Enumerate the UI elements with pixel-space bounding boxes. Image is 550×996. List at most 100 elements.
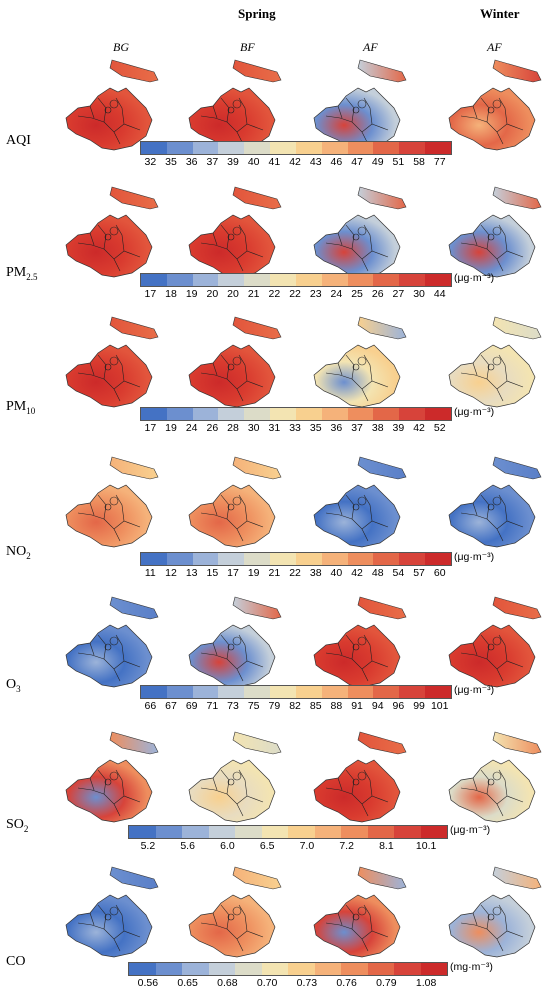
tick-label: 40	[247, 156, 260, 168]
map-3-1	[185, 449, 290, 554]
tick-label: 75	[247, 700, 260, 712]
color-scale-ticks: 66 67 69 71 73 75 79 82 85 88 91 94 96 99 101	[140, 700, 450, 712]
tick-label: 60	[433, 567, 446, 579]
unit-label: (μg·m⁻³)	[450, 824, 491, 836]
color-scale-segment	[244, 274, 271, 286]
color-scale-segment	[166, 274, 193, 286]
color-scale-segment	[270, 686, 296, 698]
tick-label: 19	[185, 288, 198, 300]
color-scale-bar	[128, 962, 448, 976]
tick-label: 22	[268, 288, 281, 300]
map-6-2	[310, 859, 415, 964]
map-2-1	[185, 309, 290, 414]
color-scale-segment	[141, 553, 167, 565]
color-scale-segment	[192, 686, 219, 698]
map-6-0	[62, 859, 167, 964]
map-4-0	[62, 589, 167, 694]
map-1-0	[62, 179, 167, 284]
color-scale-segment	[182, 963, 209, 975]
color-scale-segment	[244, 686, 271, 698]
pollutant-label: AQI	[6, 133, 31, 149]
tick-label: 5.2	[140, 840, 156, 852]
map-1-1	[185, 179, 290, 284]
color-scale-ticks: 17 18 19 20 20 21 22 22 23 24 25 26 27 30 44	[140, 288, 450, 300]
tick-label: 42	[413, 422, 425, 434]
tick-label: 0.79	[376, 977, 397, 989]
tick-label: 49	[371, 156, 384, 168]
pollutant-name: O	[6, 677, 17, 692]
unit-label: (μg·m⁻³)	[454, 684, 495, 696]
tick-label: 99	[413, 700, 425, 712]
map-4-3	[445, 589, 550, 694]
tick-label: 0.56	[137, 977, 159, 989]
color-scale-segment	[244, 553, 271, 565]
color-scale-segment	[425, 408, 451, 420]
tick-label: 1.08	[415, 977, 437, 989]
color-scale-ticks: 32 35 36 37 39 40 41 42 43 46 47 49 51 58 77	[140, 156, 450, 168]
tick-label: 21	[268, 567, 281, 579]
map-4-1	[185, 589, 290, 694]
color-scale-bar	[140, 552, 452, 566]
header-winter: Winter	[480, 6, 520, 21]
color-scale-bar	[128, 825, 448, 839]
tick-label: 33	[289, 422, 301, 434]
color-scale-bar	[140, 273, 452, 287]
map-3-0	[62, 449, 167, 554]
tick-label: 22	[289, 567, 301, 579]
color-scale-segment	[394, 963, 421, 975]
pollutant-name: PM	[6, 399, 27, 414]
color-scale-segment	[192, 553, 219, 565]
pollutant-name: AQI	[6, 133, 31, 148]
color-scale-segment	[420, 826, 447, 838]
color-scale-segment	[367, 963, 394, 975]
color-scale-segment	[141, 408, 167, 420]
tick-label: 31	[268, 422, 281, 434]
tick-label: 35	[309, 422, 322, 434]
tick-label: 46	[330, 156, 343, 168]
tick-label: 19	[165, 422, 177, 434]
tick-label: 94	[371, 700, 384, 712]
tick-label: 7.2	[339, 840, 354, 852]
tick-label: 20	[206, 288, 219, 300]
color-scale-segment	[295, 553, 322, 565]
pollutant-name: NO	[6, 544, 27, 559]
color-scale-ticks: 17 19 24 26 28 30 31 33 35 36 37 38 39 42 52	[140, 422, 450, 434]
color-scale-segment	[425, 274, 451, 286]
tick-label: 22	[289, 288, 301, 300]
tick-label: 8.1	[379, 840, 394, 852]
tick-label: 28	[227, 422, 239, 434]
color-scale-segment	[208, 963, 235, 975]
column-label-bg: BG	[113, 40, 129, 54]
map-3-2	[310, 449, 415, 554]
tick-label: 25	[351, 288, 363, 300]
color-scale-bar	[140, 141, 452, 155]
pollutant-subscript: 2	[26, 550, 31, 561]
color-scale-segment	[347, 142, 374, 154]
unit-label: (μg·m⁻³)	[454, 406, 495, 418]
tick-label: 18	[165, 288, 177, 300]
tick-label: 27	[392, 288, 405, 300]
pollutant-subscript: 3	[16, 683, 21, 694]
tick-label: 52	[433, 422, 446, 434]
tick-label: 24	[330, 288, 343, 300]
unit-label: (mg·m⁻³)	[450, 961, 493, 973]
color-scale-ticks: 11 12 13 15 17 19 21 22 38 40 42 48 54 57 60	[140, 567, 450, 579]
color-scale-segment	[218, 274, 245, 286]
color-scale-segment	[182, 826, 209, 838]
color-scale-segment	[295, 274, 322, 286]
tick-label: 66	[144, 700, 157, 712]
tick-label: 23	[309, 288, 322, 300]
column-label-bf: BF	[240, 40, 255, 54]
tick-label: 36	[185, 156, 198, 168]
color-scale-segment	[129, 826, 156, 838]
color-scale-segment	[420, 963, 447, 975]
map-1-2	[310, 179, 415, 284]
tick-label: 91	[351, 700, 363, 712]
unit-label: (μg·m⁻³)	[454, 551, 495, 563]
tick-label: 36	[330, 422, 343, 434]
color-scale-segment	[218, 142, 245, 154]
color-scale-segment	[399, 553, 426, 565]
map-2-3	[445, 309, 550, 414]
pollutant-label: PM2.5	[6, 265, 37, 282]
tick-label: 48	[371, 567, 384, 579]
